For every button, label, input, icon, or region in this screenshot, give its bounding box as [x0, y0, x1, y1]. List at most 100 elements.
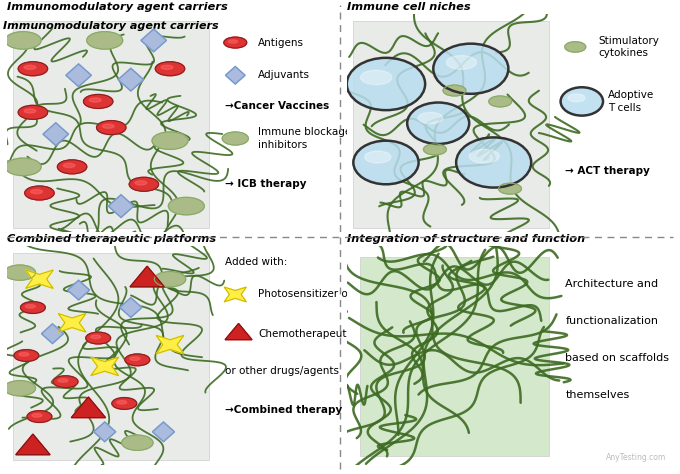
- Polygon shape: [58, 313, 86, 332]
- Ellipse shape: [31, 190, 42, 194]
- Text: Added with:: Added with:: [226, 257, 288, 267]
- Text: Stimulatory
cytokines: Stimulatory cytokines: [598, 36, 659, 58]
- Ellipse shape: [20, 301, 46, 313]
- Ellipse shape: [89, 98, 101, 102]
- Circle shape: [407, 102, 469, 144]
- Ellipse shape: [152, 132, 188, 149]
- Text: functionalization: functionalization: [566, 316, 658, 326]
- Polygon shape: [141, 29, 167, 52]
- Polygon shape: [16, 434, 50, 455]
- Ellipse shape: [489, 96, 511, 107]
- Ellipse shape: [4, 381, 35, 396]
- Polygon shape: [67, 280, 90, 300]
- Ellipse shape: [103, 124, 114, 128]
- Polygon shape: [152, 422, 175, 442]
- Polygon shape: [118, 68, 143, 91]
- Text: Antigens: Antigens: [258, 37, 304, 47]
- Ellipse shape: [364, 151, 391, 163]
- Ellipse shape: [24, 65, 36, 69]
- Ellipse shape: [122, 435, 153, 450]
- Ellipse shape: [57, 160, 87, 174]
- Text: Chemotherapeutics: Chemotherapeutics: [258, 328, 361, 339]
- Polygon shape: [225, 323, 252, 340]
- Polygon shape: [91, 357, 118, 376]
- Text: Immunomodulatory agent carriers: Immunomodulatory agent carriers: [7, 2, 228, 12]
- Polygon shape: [71, 397, 105, 418]
- Ellipse shape: [24, 186, 54, 200]
- Ellipse shape: [87, 32, 122, 49]
- Text: Immune cell niches: Immune cell niches: [347, 2, 471, 12]
- Ellipse shape: [228, 40, 237, 43]
- Ellipse shape: [568, 94, 585, 102]
- Text: Photosensitizer or: Photosensitizer or: [258, 290, 352, 300]
- Ellipse shape: [14, 350, 39, 361]
- Ellipse shape: [18, 105, 48, 119]
- Ellipse shape: [447, 55, 477, 69]
- Polygon shape: [224, 287, 246, 302]
- Ellipse shape: [130, 357, 140, 360]
- Text: or other drugs/agents: or other drugs/agents: [226, 366, 339, 376]
- Ellipse shape: [58, 379, 68, 382]
- Circle shape: [433, 44, 509, 94]
- Text: AnyTesting.com: AnyTesting.com: [607, 453, 666, 462]
- Polygon shape: [226, 66, 245, 84]
- Polygon shape: [130, 266, 165, 287]
- Ellipse shape: [424, 144, 446, 155]
- FancyBboxPatch shape: [354, 21, 549, 228]
- Ellipse shape: [86, 332, 111, 344]
- Ellipse shape: [135, 181, 147, 185]
- Polygon shape: [108, 195, 134, 218]
- Circle shape: [456, 137, 531, 188]
- Ellipse shape: [27, 410, 52, 422]
- Text: based on scaffolds: based on scaffolds: [566, 353, 670, 363]
- Polygon shape: [66, 64, 91, 87]
- Text: Adjuvants: Adjuvants: [258, 70, 310, 80]
- Ellipse shape: [84, 94, 113, 109]
- Ellipse shape: [97, 120, 126, 135]
- Polygon shape: [156, 335, 184, 354]
- Ellipse shape: [161, 65, 173, 69]
- Text: →Cancer Vaccines: →Cancer Vaccines: [226, 101, 330, 111]
- Ellipse shape: [224, 37, 247, 48]
- Ellipse shape: [32, 414, 42, 417]
- FancyBboxPatch shape: [14, 253, 209, 460]
- Text: Immune blockage
inhibitors: Immune blockage inhibitors: [258, 128, 352, 150]
- Ellipse shape: [19, 353, 29, 356]
- Text: Adoptive
T cells: Adoptive T cells: [608, 90, 654, 113]
- Ellipse shape: [498, 183, 522, 194]
- Ellipse shape: [117, 401, 126, 404]
- Text: Architecture and: Architecture and: [566, 279, 659, 289]
- Ellipse shape: [90, 335, 101, 338]
- Ellipse shape: [5, 32, 41, 49]
- Ellipse shape: [169, 197, 204, 215]
- Ellipse shape: [418, 112, 443, 124]
- Ellipse shape: [112, 398, 137, 410]
- Ellipse shape: [5, 158, 41, 175]
- FancyBboxPatch shape: [360, 257, 549, 456]
- Ellipse shape: [4, 265, 35, 280]
- Circle shape: [347, 58, 425, 110]
- Polygon shape: [120, 298, 142, 318]
- Text: Integration of structure and function: Integration of structure and function: [347, 234, 585, 244]
- Ellipse shape: [25, 305, 35, 308]
- Polygon shape: [26, 270, 53, 289]
- FancyBboxPatch shape: [14, 21, 209, 228]
- Text: Immunomodulatory agent carriers: Immunomodulatory agent carriers: [3, 21, 219, 31]
- Ellipse shape: [125, 354, 150, 366]
- Ellipse shape: [565, 42, 585, 52]
- Circle shape: [560, 87, 603, 116]
- Ellipse shape: [63, 164, 75, 167]
- Circle shape: [354, 141, 419, 184]
- Ellipse shape: [155, 62, 185, 76]
- Ellipse shape: [222, 132, 248, 145]
- Text: →Combined therapy: →Combined therapy: [226, 405, 343, 415]
- Ellipse shape: [24, 109, 36, 113]
- Ellipse shape: [360, 70, 392, 85]
- Polygon shape: [94, 422, 116, 442]
- Ellipse shape: [443, 85, 466, 96]
- Text: themselves: themselves: [566, 391, 630, 401]
- Ellipse shape: [53, 376, 78, 388]
- Polygon shape: [41, 324, 63, 344]
- Ellipse shape: [18, 62, 48, 76]
- Text: → ACT therapy: → ACT therapy: [566, 166, 650, 176]
